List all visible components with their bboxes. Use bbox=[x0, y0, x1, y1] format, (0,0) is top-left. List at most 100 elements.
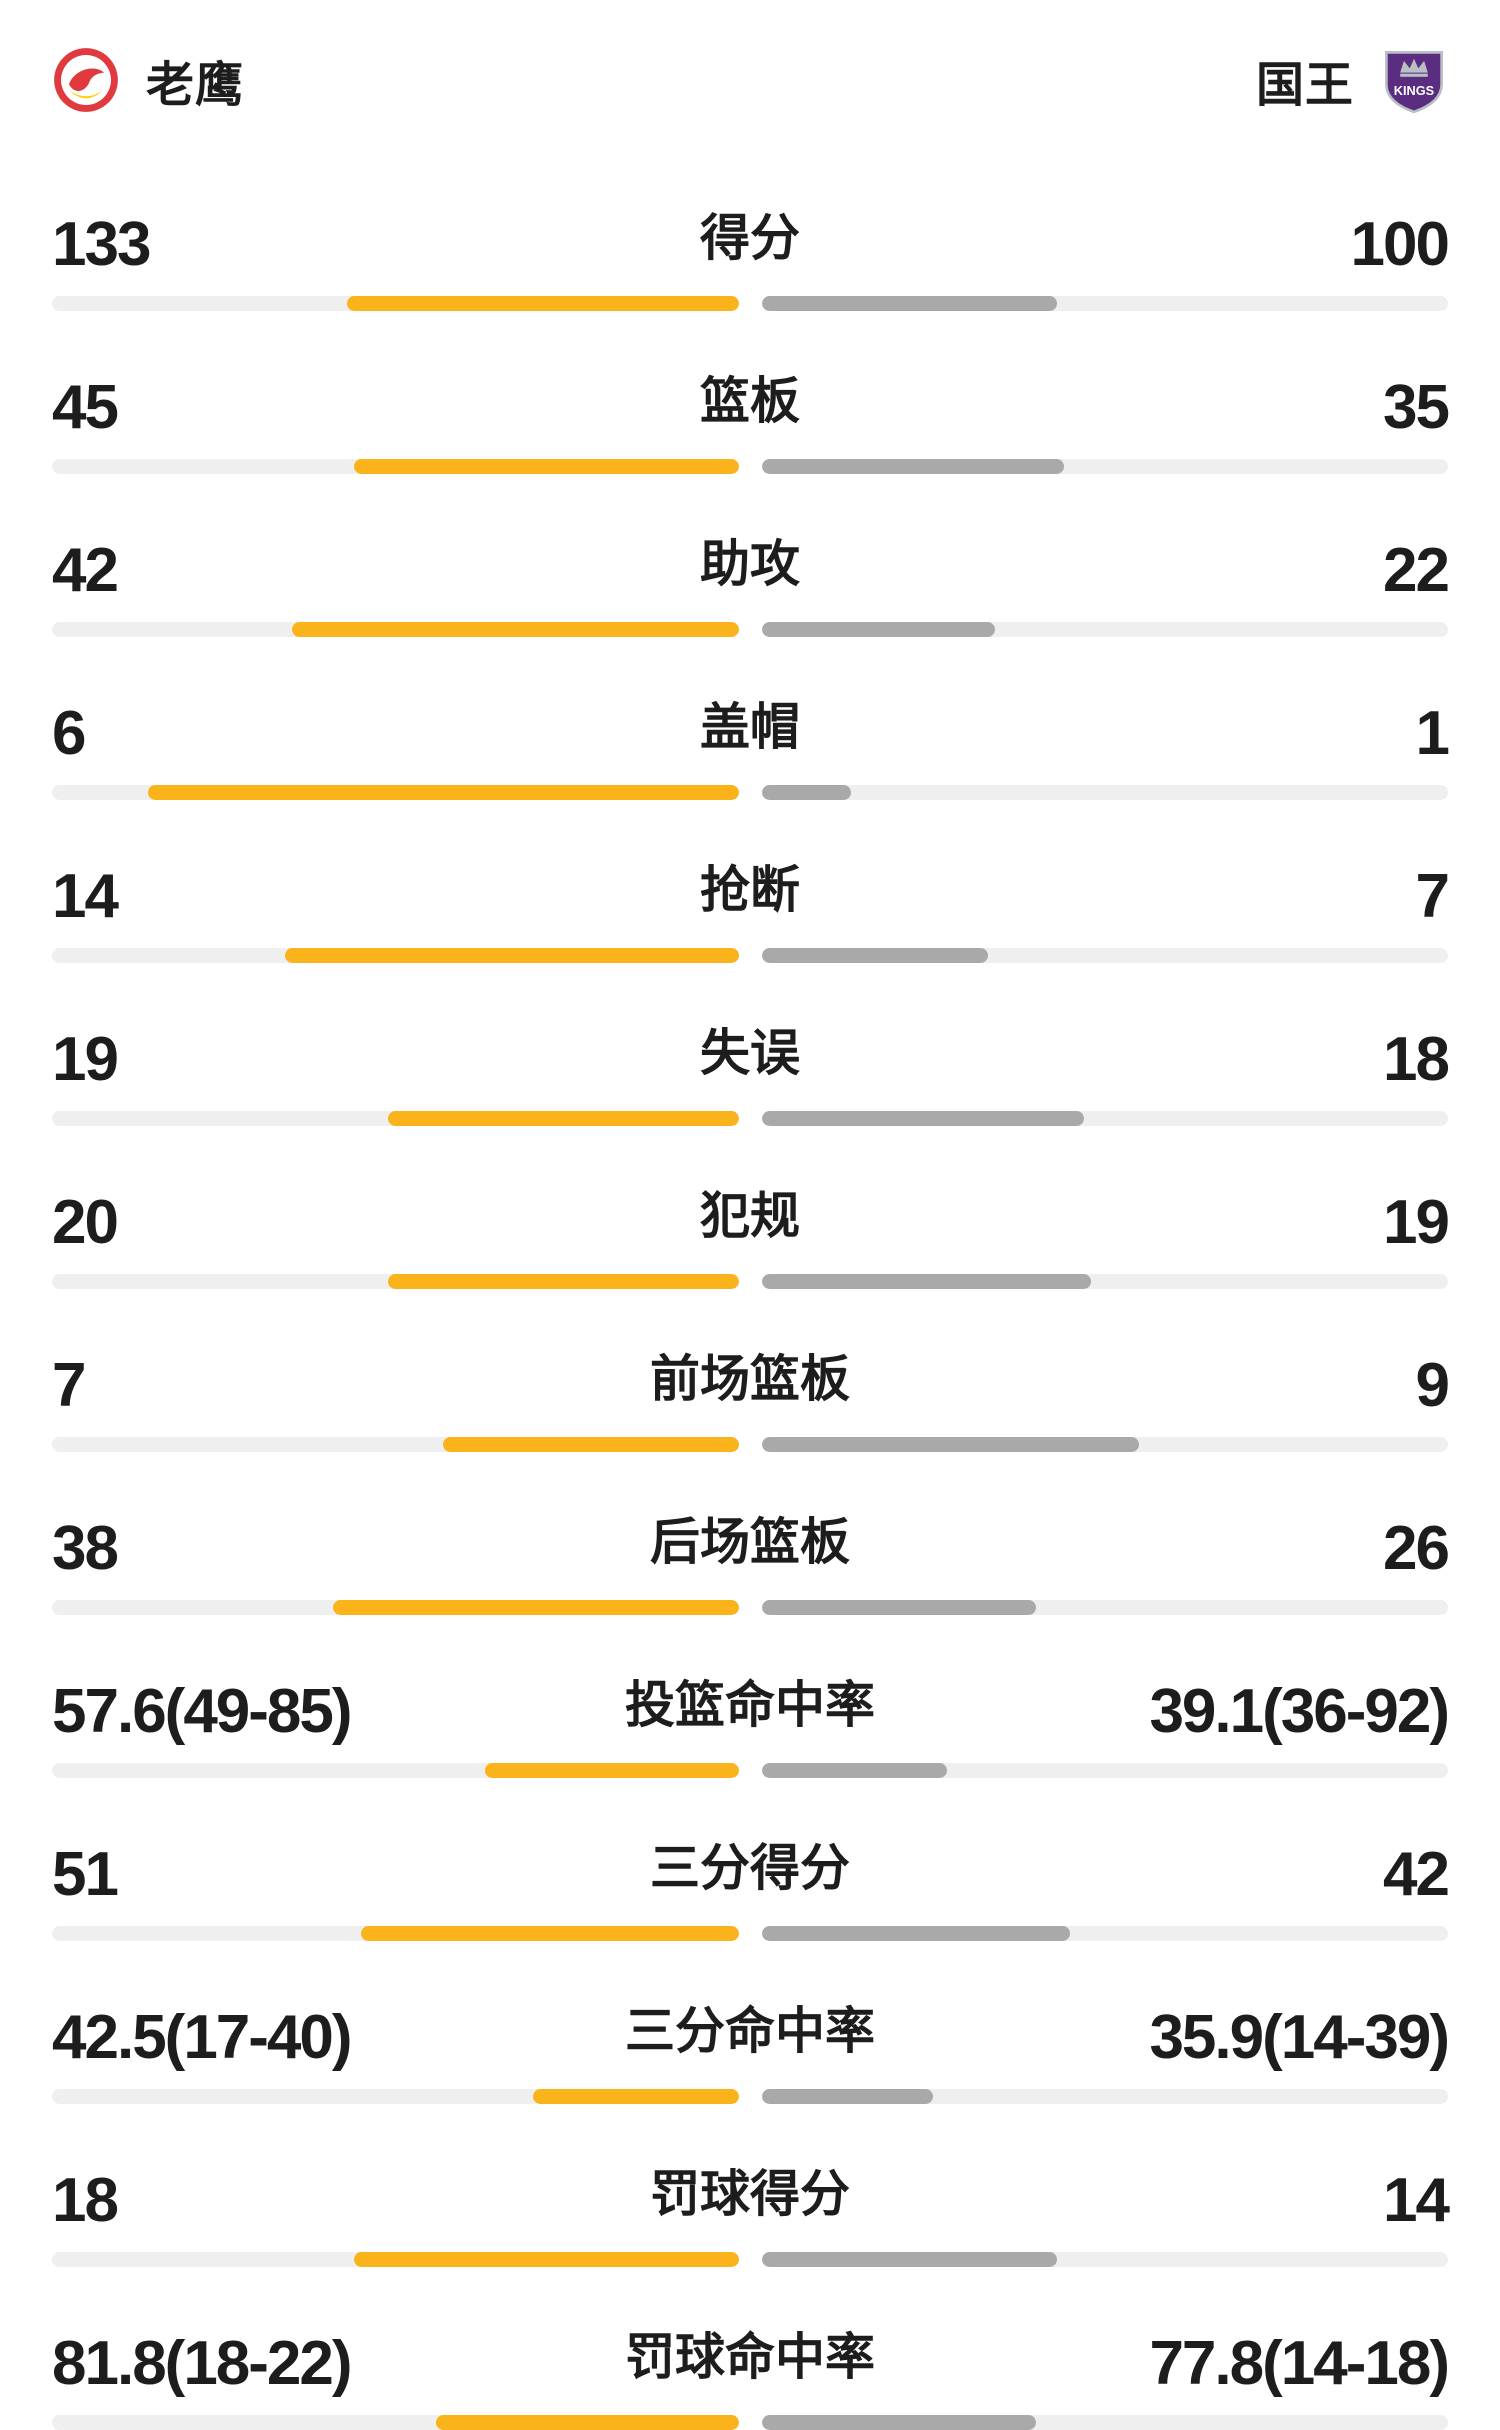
right-bar-track bbox=[761, 2415, 1448, 2430]
right-bar-fill bbox=[761, 459, 1064, 474]
left-bar-track bbox=[52, 1926, 739, 1941]
right-bar-fill bbox=[761, 1437, 1140, 1452]
left-team-value: 14 bbox=[52, 862, 119, 931]
stat-row: 42 助攻 22 bbox=[52, 536, 1450, 637]
stat-bars bbox=[52, 296, 1448, 311]
left-team-value: 133 bbox=[52, 210, 151, 279]
left-bar-track bbox=[52, 296, 739, 311]
left-team-value: 6 bbox=[52, 699, 87, 768]
stat-label: 盖帽 bbox=[700, 699, 800, 755]
right-team-value: 1 bbox=[1415, 699, 1451, 768]
stat-bars bbox=[52, 1437, 1448, 1452]
hawks-logo-icon bbox=[54, 48, 118, 112]
stat-label: 罚球得分 bbox=[650, 2166, 850, 2222]
left-team-value: 20 bbox=[52, 1188, 119, 1257]
right-team-name: 国王 bbox=[1255, 59, 1354, 112]
stat-label: 篮板 bbox=[700, 373, 800, 429]
left-bar-track bbox=[52, 785, 739, 800]
stat-label: 前场篮板 bbox=[650, 1351, 850, 1407]
stat-label: 投篮命中率 bbox=[625, 1677, 875, 1733]
right-bar-fill bbox=[761, 622, 995, 637]
stat-bars bbox=[52, 1926, 1448, 1941]
right-bar-track bbox=[761, 622, 1448, 637]
stat-bars bbox=[52, 1763, 1448, 1778]
stat-label: 犯规 bbox=[700, 1188, 800, 1244]
right-bar-fill bbox=[761, 1926, 1071, 1941]
left-bar-track bbox=[52, 622, 739, 637]
right-bar-track bbox=[761, 785, 1448, 800]
left-bar-fill bbox=[285, 948, 739, 963]
right-team-value: 42 bbox=[1383, 1840, 1450, 1909]
left-bar-track bbox=[52, 1111, 739, 1126]
team-hawks[interactable]: 老鹰 bbox=[52, 45, 244, 115]
stat-values-line: 18 罚球得分 14 bbox=[52, 2166, 1450, 2236]
stat-bars bbox=[52, 1600, 1448, 1615]
stat-values-line: 42.5(17-40) 三分命中率 35.9(14-39) bbox=[52, 2003, 1450, 2073]
left-bar-fill bbox=[148, 785, 739, 800]
right-bar-track bbox=[761, 1437, 1448, 1452]
stat-bars bbox=[52, 2415, 1448, 2430]
left-bar-fill bbox=[360, 1926, 739, 1941]
right-team-value: 39.1(36-92) bbox=[1149, 1677, 1450, 1746]
right-bar-fill bbox=[761, 2415, 1037, 2430]
right-bar-fill bbox=[761, 1111, 1085, 1126]
left-bar-track bbox=[52, 2252, 739, 2267]
right-bar-fill bbox=[761, 1763, 947, 1778]
right-bar-fill bbox=[761, 2252, 1057, 2267]
stat-row: 6 盖帽 1 bbox=[52, 699, 1451, 800]
stat-values-line: 81.8(18-22) 罚球命中率 77.8(14-18) bbox=[52, 2329, 1450, 2399]
left-bar-fill bbox=[388, 1111, 739, 1126]
right-team-value: 77.8(14-18) bbox=[1149, 2329, 1450, 2398]
right-bar-track bbox=[761, 1274, 1448, 1289]
kings-logo-text: KINGS bbox=[1394, 83, 1434, 98]
left-bar-track bbox=[52, 2089, 739, 2104]
left-bar-track bbox=[52, 2415, 739, 2430]
stat-label: 后场篮板 bbox=[650, 1514, 850, 1570]
stat-row: 7 前场篮板 9 bbox=[52, 1351, 1451, 1452]
right-team-value: 100 bbox=[1350, 210, 1450, 279]
right-bar-fill bbox=[761, 1600, 1037, 1615]
right-bar-track bbox=[761, 948, 1448, 963]
left-bar-fill bbox=[436, 2415, 739, 2430]
right-team-value: 26 bbox=[1383, 1514, 1450, 1583]
stat-row: 133 得分 100 bbox=[52, 210, 1450, 311]
left-bar-fill bbox=[443, 1437, 739, 1452]
right-team-value: 18 bbox=[1383, 1025, 1450, 1094]
left-bar-track bbox=[52, 459, 739, 474]
right-bar-track bbox=[761, 1926, 1448, 1941]
left-bar-fill bbox=[292, 622, 739, 637]
right-bar-track bbox=[761, 1763, 1448, 1778]
right-team-value: 7 bbox=[1415, 862, 1451, 931]
stat-row: 20 犯规 19 bbox=[52, 1188, 1450, 1289]
left-bar-fill bbox=[333, 1600, 739, 1615]
right-bar-fill bbox=[761, 2089, 934, 2104]
right-bar-track bbox=[761, 1111, 1448, 1126]
left-team-value: 45 bbox=[52, 373, 119, 442]
stat-bars bbox=[52, 2089, 1448, 2104]
right-bar-track bbox=[761, 2089, 1448, 2104]
teams-header: 老鹰 国王 KINGS bbox=[52, 42, 1448, 118]
stat-label: 助攻 bbox=[700, 536, 800, 592]
team-kings[interactable]: 国王 KINGS bbox=[1256, 45, 1448, 115]
left-team-value: 18 bbox=[52, 2166, 119, 2235]
stat-label: 得分 bbox=[700, 210, 800, 266]
left-bar-fill bbox=[354, 459, 739, 474]
stat-bars bbox=[52, 459, 1448, 474]
stat-row: 42.5(17-40) 三分命中率 35.9(14-39) bbox=[52, 2003, 1450, 2104]
stat-bars bbox=[52, 2252, 1448, 2267]
right-bar-track bbox=[761, 296, 1448, 311]
stat-row: 57.6(49-85) 投篮命中率 39.1(36-92) bbox=[52, 1677, 1450, 1778]
stat-bars bbox=[52, 622, 1448, 637]
left-bar-fill bbox=[484, 1763, 739, 1778]
right-team-value: 9 bbox=[1415, 1351, 1451, 1420]
stat-values-line: 51 三分得分 42 bbox=[52, 1840, 1450, 1910]
left-team-value: 19 bbox=[52, 1025, 119, 1094]
stat-values-line: 20 犯规 19 bbox=[52, 1188, 1450, 1258]
left-team-value: 42.5(17-40) bbox=[52, 2003, 353, 2072]
left-bar-track bbox=[52, 1600, 739, 1615]
stat-row: 38 后场篮板 26 bbox=[52, 1514, 1450, 1615]
left-bar-fill bbox=[532, 2089, 739, 2104]
left-team-name: 老鹰 bbox=[146, 59, 245, 112]
left-bar-track bbox=[52, 1437, 739, 1452]
